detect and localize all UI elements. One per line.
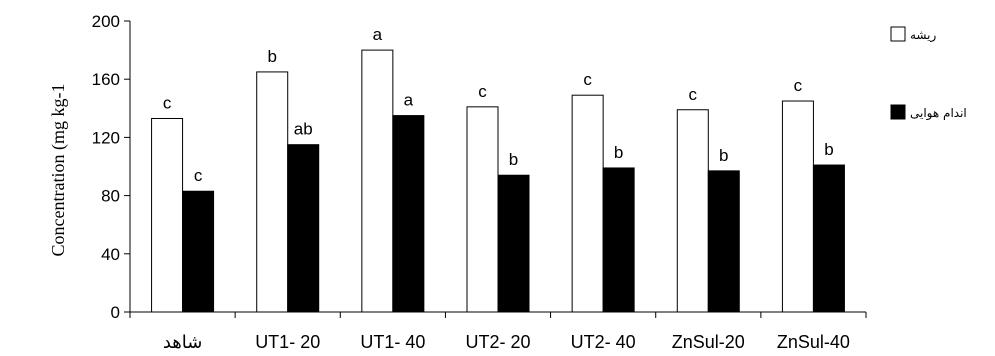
bar-root bbox=[676, 109, 709, 313]
bar-root bbox=[571, 94, 604, 313]
bar-root bbox=[256, 71, 289, 313]
x-axis bbox=[129, 311, 867, 318]
bars bbox=[151, 49, 845, 313]
bar-shoot bbox=[812, 164, 845, 313]
significance-label: c bbox=[478, 82, 487, 101]
x-category-label: UT1- 20 bbox=[255, 332, 320, 352]
bar-root bbox=[361, 49, 394, 313]
x-category-label: شاهد bbox=[163, 332, 203, 352]
significance-label: c bbox=[689, 85, 698, 104]
x-category-label: ZnSul-20 bbox=[672, 332, 745, 352]
significance-label: b bbox=[267, 47, 276, 66]
bar-root bbox=[151, 117, 184, 313]
y-tick-label: 120 bbox=[92, 128, 120, 147]
legend-label: اندام هوایی bbox=[910, 106, 967, 121]
y-tick-label: 0 bbox=[111, 303, 120, 322]
significance-label: c bbox=[794, 76, 803, 95]
significance-label: c bbox=[194, 166, 203, 185]
category-labels: شاهد UT1- 20 UT1- 40 UT2- 20 UT2- 40 ZnSul-20… bbox=[163, 332, 850, 352]
significance-label: a bbox=[373, 25, 383, 44]
bar-shoot bbox=[497, 174, 530, 313]
x-category-label: UT1- 40 bbox=[360, 332, 425, 352]
y-axis-label: Concentration (mg kg-1 bbox=[48, 84, 69, 257]
x-category-label: UT2- 40 bbox=[571, 332, 636, 352]
y-tick-label: 160 bbox=[92, 70, 120, 89]
x-category-label: UT2- 20 bbox=[465, 332, 530, 352]
bar-shoot bbox=[707, 170, 740, 313]
bar-shoot bbox=[602, 167, 635, 313]
bar-shoot bbox=[392, 115, 425, 313]
y-tick-label: 40 bbox=[101, 245, 120, 264]
significance-label: b bbox=[824, 140, 833, 159]
significance-label: ab bbox=[294, 120, 313, 139]
legend-swatch bbox=[890, 26, 906, 42]
y-tick-label: 200 bbox=[92, 12, 120, 31]
bar-shoot bbox=[182, 190, 215, 313]
legend: ریشه اندام هوایی bbox=[890, 26, 967, 121]
x-category-label: ZnSul-40 bbox=[777, 332, 850, 352]
bar-shoot bbox=[287, 144, 320, 313]
significance-label: a bbox=[404, 91, 414, 110]
bar-root bbox=[781, 100, 814, 313]
significance-label: b bbox=[719, 146, 728, 165]
bar-root bbox=[466, 106, 499, 313]
legend-label: ریشه bbox=[910, 28, 936, 43]
significance-label: c bbox=[583, 70, 592, 89]
y-axis: 0 40 80 120 160 200 bbox=[92, 12, 131, 322]
significance-labels: c c b ab a a c b c b c b c b bbox=[163, 25, 834, 185]
legend-swatch bbox=[890, 104, 906, 120]
significance-label: c bbox=[163, 93, 172, 112]
y-tick-label: 80 bbox=[101, 187, 120, 206]
significance-label: b bbox=[509, 150, 518, 169]
significance-label: b bbox=[614, 143, 623, 162]
